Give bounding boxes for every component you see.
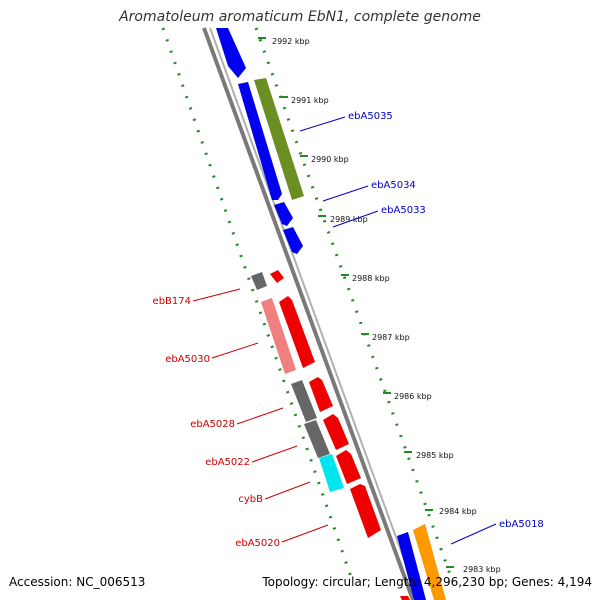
gene-forward-block[interactable]: [238, 82, 282, 200]
gene-label-ebA5030[interactable]: ebA5030: [165, 354, 210, 365]
gene-label-ebA5022[interactable]: ebA5022: [205, 457, 250, 468]
gene-label-ebA5033[interactable]: ebA5033: [381, 205, 426, 216]
accession-text: Accession: NC_006513: [9, 575, 146, 589]
tick-label: 2992 kbp: [272, 37, 310, 46]
inner-dotted-track: [161, 27, 354, 581]
forward-genes: [216, 28, 446, 600]
ruler-ticks: [258, 37, 454, 568]
gene-label-cybB[interactable]: cybB: [238, 494, 263, 505]
gene-forward-block[interactable]: [216, 28, 246, 78]
gene-reverse-block[interactable]: [323, 414, 349, 450]
gene-reverse-block[interactable]: [279, 296, 315, 368]
reverse-genes: [251, 270, 410, 600]
genome-summary-text: Topology: circular; Length: 4,296,230 bp…: [262, 575, 592, 589]
outer-dotted-track: [254, 27, 454, 581]
gene-label-ebA5035[interactable]: ebA5035: [348, 111, 393, 122]
gene-forward-block[interactable]: [274, 202, 293, 226]
genome-title: Aromatoleum aromaticum EbN1, complete ge…: [119, 9, 481, 25]
gene-label-ebA5018[interactable]: ebA5018: [499, 519, 544, 530]
gene-forward-block[interactable]: [283, 227, 303, 254]
tick-label: 2988 kbp: [352, 274, 390, 283]
gene-label-ebB174[interactable]: ebB174: [153, 296, 191, 307]
tick-label: 2990 kbp: [311, 155, 349, 164]
gene-forward-block[interactable]: [254, 78, 304, 200]
tick-label: 2987 kbp: [372, 333, 410, 342]
tick-label: 2989 kbp: [330, 215, 368, 224]
gene-reverse-block[interactable]: [291, 380, 317, 422]
tick-label: 2986 kbp: [394, 392, 432, 401]
tick-label: 2984 kbp: [439, 507, 477, 516]
gene-reverse-block[interactable]: [350, 484, 381, 538]
tick-label: 2991 kbp: [291, 96, 329, 105]
tick-label: 2985 kbp: [416, 451, 454, 460]
genome-backbone: [202, 27, 420, 600]
gene-reverse-block[interactable]: [309, 377, 333, 412]
tick-label: 2983 kbp: [463, 565, 501, 574]
gene-reverse-block[interactable]: [270, 270, 284, 283]
gene-reverse-block[interactable]: [261, 298, 296, 374]
label-leaders: [192, 116, 497, 545]
gene-reverse-block[interactable]: [319, 454, 344, 492]
gene-reverse-block[interactable]: [400, 596, 410, 600]
gene-reverse-block[interactable]: [336, 450, 361, 484]
gene-reverse-block[interactable]: [304, 420, 330, 458]
gene-labels: ebA5035 ebA5034 ebA5033 ebA5018 ebB174 e…: [153, 111, 544, 549]
gene-forward-block[interactable]: [397, 532, 426, 600]
gene-forward-block[interactable]: [413, 524, 446, 600]
gene-label-ebA5028[interactable]: ebA5028: [190, 419, 235, 430]
gene-reverse-block[interactable]: [251, 272, 267, 290]
gene-label-ebA5020[interactable]: ebA5020: [235, 538, 280, 549]
gene-label-ebA5034[interactable]: ebA5034: [371, 180, 416, 191]
ruler-labels: 2992 kbp 2991 kbp 2990 kbp 2989 kbp 2988…: [272, 37, 501, 574]
